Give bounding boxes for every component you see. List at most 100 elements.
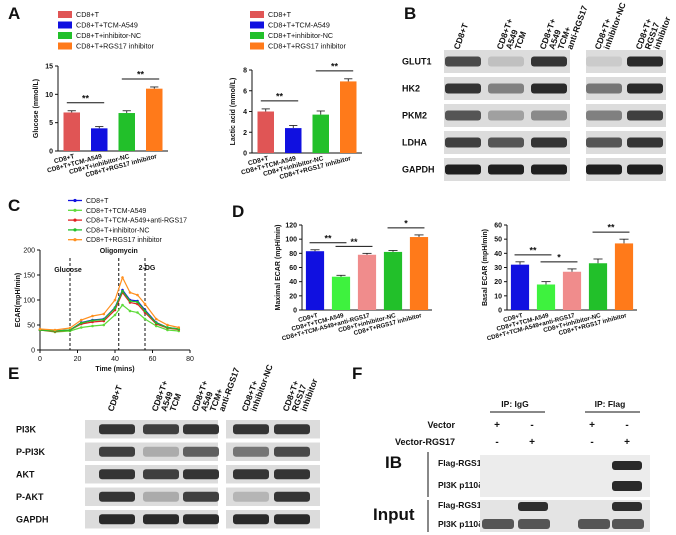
data-point xyxy=(91,324,94,328)
y-tick-label: 10 xyxy=(494,293,502,300)
band xyxy=(627,83,663,94)
band xyxy=(612,481,642,491)
row-label: PKM2 xyxy=(402,111,427,121)
chart-A-lactic: 0 2 4 6 8 Lactic acid (mmol/L) ** ** CD8+T CD8+T+… xyxy=(230,10,362,181)
significance-mark: ** xyxy=(276,91,284,101)
membrane-strip xyxy=(586,50,666,73)
y-tick-label: 20 xyxy=(494,279,502,286)
row-label: HK2 xyxy=(402,84,420,94)
sign: + xyxy=(494,420,500,431)
bar-cd8-t xyxy=(257,111,274,153)
legend-entry: CD8+T+RGS17 inhibitor xyxy=(268,42,347,51)
panel-label-d: D xyxy=(232,202,245,221)
band xyxy=(482,519,514,529)
data-point xyxy=(113,298,117,302)
band xyxy=(531,164,567,175)
band xyxy=(143,446,179,457)
bar-cd8-t-rgs17-inhibitor xyxy=(614,243,634,310)
data-point xyxy=(121,276,124,279)
data-point xyxy=(143,302,147,306)
y-tick-label: 0 xyxy=(49,149,53,156)
sign: - xyxy=(495,437,498,448)
bar-cd8-t xyxy=(510,264,530,310)
y-tick-label: 30 xyxy=(494,265,502,272)
y-tick-label: 50 xyxy=(494,237,502,244)
band xyxy=(578,519,610,529)
band xyxy=(627,56,663,67)
input-label: Input xyxy=(373,505,415,524)
x-tick-label: 40 xyxy=(111,356,119,363)
band xyxy=(445,137,481,148)
y-tick-label: 2 xyxy=(243,130,247,137)
data-point xyxy=(128,291,132,294)
data-point xyxy=(166,326,169,329)
band xyxy=(488,137,524,148)
series-line-cd8-t-tcm-a549-anti-rgs17 xyxy=(39,291,179,333)
bar-cd8-t-tcm-a549-anti-rgs17 xyxy=(357,254,377,310)
band xyxy=(274,491,310,502)
y-tick-label: 8 xyxy=(243,68,247,75)
legend-swatch xyxy=(250,32,264,39)
data-point xyxy=(136,293,139,297)
band xyxy=(586,56,622,67)
panel-label-e: E xyxy=(8,364,20,383)
legend-entry: CD8+T+TCM-A549 xyxy=(86,208,146,215)
band xyxy=(586,137,622,148)
band xyxy=(531,83,567,94)
bar-cd8-t-rgs17-inhibitor xyxy=(146,88,163,151)
chart-C-ecar: 0 50 100 150 200 0 20 40 60 80 Time (mins) ECAR(mpH… xyxy=(15,198,194,373)
band xyxy=(183,514,219,525)
lane-label: CD8+T xyxy=(105,383,124,413)
band xyxy=(518,519,550,529)
significance-mark: ** xyxy=(324,233,332,243)
panel-label-b: B xyxy=(404,4,417,23)
band xyxy=(233,491,269,502)
significance-mark: ** xyxy=(331,61,339,71)
x-axis-label: Time (mins) xyxy=(95,366,134,373)
significance-mark: * xyxy=(557,252,561,262)
band xyxy=(488,110,524,121)
row-label: PI3K xyxy=(16,424,37,434)
data-point xyxy=(102,312,106,316)
series-line-cd8-t-inhibitor-nc xyxy=(39,289,179,332)
series-line-cd8-t-rgs17-inhibitor xyxy=(39,275,179,331)
y-tick-label: 4 xyxy=(243,109,247,116)
sign: + xyxy=(624,437,630,448)
band xyxy=(233,469,269,480)
data-point xyxy=(121,289,124,293)
legend-swatch xyxy=(250,42,264,50)
y-axis-label: Lactic acid (mmol/L) xyxy=(230,78,237,146)
chart-A-glucose: 0 5 10 15 Glucose (mmol/L) ** ** CD8+T CD8+T+TCM… xyxy=(33,10,168,179)
band xyxy=(445,56,481,67)
data-point xyxy=(102,323,106,327)
band xyxy=(183,469,219,480)
band xyxy=(586,83,622,94)
legend-swatch xyxy=(58,11,72,18)
sign: - xyxy=(590,437,593,448)
lane-label: CD8+T xyxy=(451,21,470,51)
band xyxy=(612,461,642,470)
band xyxy=(274,514,310,525)
row-label: P-AKT xyxy=(16,492,44,502)
band xyxy=(445,110,481,121)
data-point xyxy=(154,317,158,321)
data-point xyxy=(136,311,139,314)
legend-marker xyxy=(73,198,77,203)
data-point xyxy=(102,318,106,321)
x-tick-label: 20 xyxy=(74,356,82,363)
sign: - xyxy=(530,420,533,431)
y-tick-label: 120 xyxy=(285,223,297,230)
band xyxy=(99,514,135,525)
y-axis-label: ECAR(mpH/min) xyxy=(15,273,22,327)
data-point xyxy=(121,303,124,307)
band xyxy=(586,110,622,121)
ib-row-label: PI3K p110δ xyxy=(438,480,483,490)
row-label: GLUT1 xyxy=(402,57,432,67)
band xyxy=(612,519,644,529)
legend-swatch xyxy=(58,32,72,39)
legend-swatch xyxy=(58,42,72,50)
band xyxy=(233,514,269,525)
data-point xyxy=(68,328,72,332)
legend-entry: CD8+T+inhibitor-NC xyxy=(268,31,333,40)
membrane-strip xyxy=(586,158,666,181)
